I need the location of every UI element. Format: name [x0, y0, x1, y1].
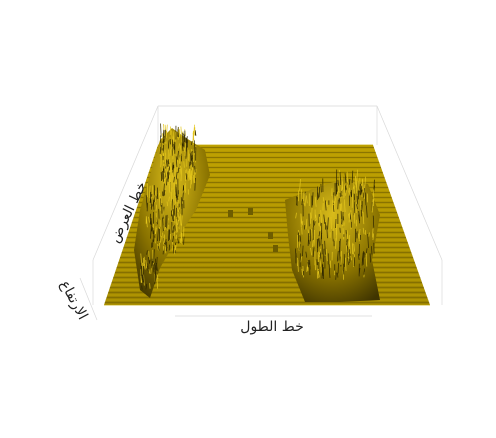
ridge-texture	[161, 123, 162, 136]
plain-feature	[228, 210, 233, 217]
x-axis-title: خط الطول	[240, 319, 303, 335]
plain-feature	[273, 245, 278, 252]
z-axis-title: الارتفاع	[57, 278, 91, 323]
plain-feature	[248, 208, 253, 215]
plain-feature	[268, 232, 273, 239]
ridge-texture	[194, 125, 195, 137]
